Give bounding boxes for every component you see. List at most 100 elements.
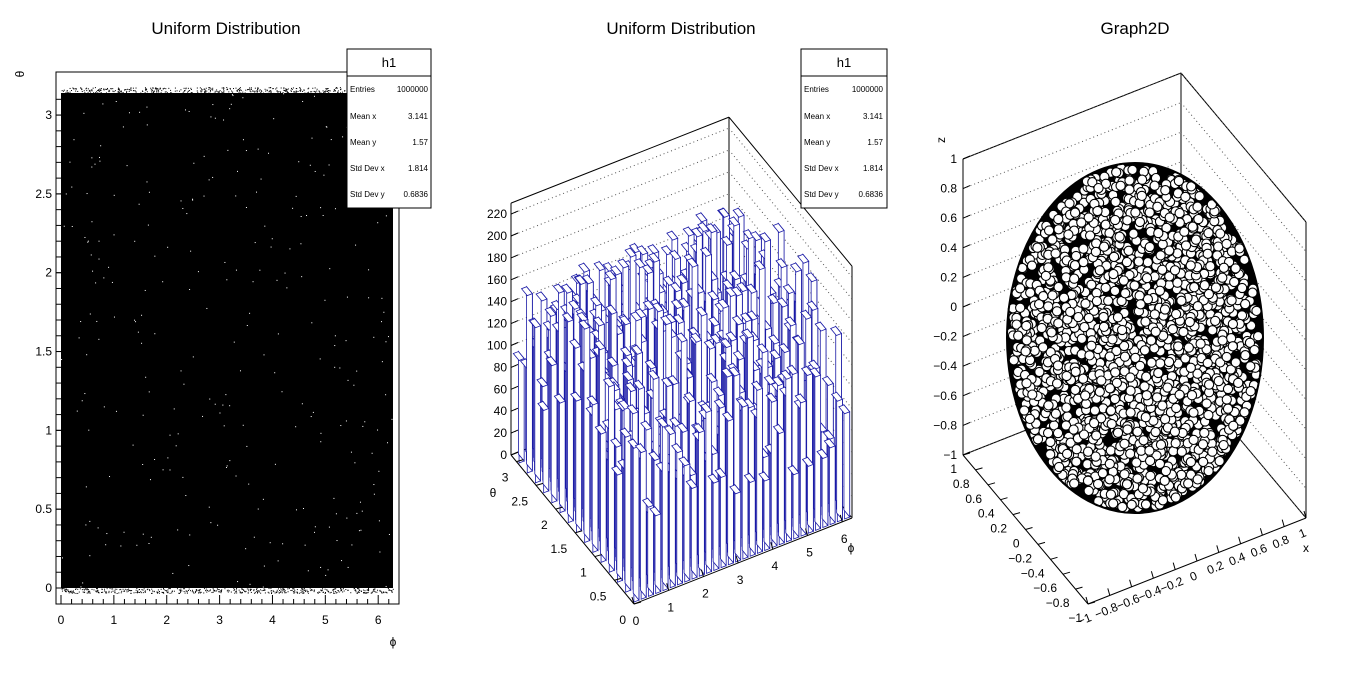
- scatter-point: [99, 91, 100, 92]
- scatter-point: [112, 91, 113, 92]
- scatter-gap: [326, 127, 327, 128]
- bar-top: [719, 208, 730, 217]
- scatter-gap: [185, 109, 186, 110]
- scatter-point: [223, 89, 224, 90]
- scatter-point: [172, 93, 173, 94]
- scatter-point: [111, 592, 112, 593]
- scatter-gap: [311, 138, 312, 139]
- scatter-point: [121, 592, 122, 593]
- scatter-point: [287, 92, 288, 93]
- scatter-point: [172, 591, 173, 592]
- scatter-point: [325, 592, 326, 593]
- scatter-gap: [256, 192, 257, 193]
- scatter-point: [286, 91, 287, 92]
- scatter-point: [245, 90, 246, 91]
- scatter-point: [200, 90, 201, 91]
- scatter-point: [84, 589, 85, 590]
- scatter-point: [269, 87, 270, 88]
- scatter-gap: [210, 116, 211, 117]
- scatter-gap: [64, 226, 65, 227]
- scatter-point: [106, 89, 107, 90]
- x-tick-label: 0: [633, 614, 640, 628]
- scatter-point: [268, 592, 269, 593]
- graph-marker: [1252, 306, 1261, 315]
- scatter-gap: [356, 371, 357, 372]
- y-tick-label: 0: [45, 581, 52, 595]
- scatter-point: [86, 90, 87, 91]
- scatter-point: [341, 589, 342, 590]
- scatter-point: [67, 90, 68, 91]
- bar-top: [513, 352, 524, 361]
- bar-side: [617, 466, 623, 580]
- graph-marker: [1051, 409, 1060, 418]
- bar-side: [808, 457, 814, 531]
- z-tick-label: 120: [487, 317, 507, 331]
- scatter-point: [214, 591, 215, 592]
- bar-side: [699, 424, 705, 574]
- scatter-gap: [147, 124, 148, 125]
- scatter-gap: [310, 165, 311, 166]
- x-tick-label: 4: [772, 559, 779, 573]
- bar-side: [764, 472, 770, 548]
- scatter-point: [306, 590, 307, 591]
- scatter-point: [322, 588, 323, 589]
- scatter-point: [256, 591, 257, 592]
- scatter-point: [188, 88, 189, 89]
- scatter-gap: [178, 433, 179, 434]
- scatter-gap: [154, 333, 155, 334]
- stats-label: Mean y: [350, 138, 376, 147]
- scatter-point: [325, 589, 326, 590]
- scatter-gap: [127, 165, 128, 166]
- scatter-gap: [314, 532, 315, 533]
- scatter-point: [358, 591, 359, 592]
- scatter-point: [130, 88, 131, 89]
- scatter-point: [357, 592, 358, 593]
- scatter-point: [213, 592, 214, 593]
- bar-top: [536, 292, 547, 301]
- scatter-point: [141, 592, 142, 593]
- scatter-point: [311, 91, 312, 92]
- scatter-point: [163, 88, 164, 89]
- graph-markers: [1007, 163, 1263, 513]
- scatter-point: [156, 90, 157, 91]
- scatter-point: [222, 92, 223, 93]
- scatter-point: [71, 592, 72, 593]
- scatter-gap: [209, 179, 210, 180]
- scatter-point: [205, 90, 206, 91]
- y-tick-label: 1.5: [35, 345, 52, 359]
- scatter-point: [222, 88, 223, 89]
- scatter-point: [314, 591, 315, 592]
- graph-marker: [1077, 334, 1086, 343]
- scatter-gap: [346, 340, 347, 341]
- scatter-point: [145, 89, 146, 90]
- bar-top: [798, 254, 809, 263]
- scatter-point: [296, 91, 297, 92]
- scatter-point: [268, 91, 269, 92]
- graph-marker: [1129, 229, 1138, 238]
- scatter-gap: [300, 243, 301, 244]
- scatter-gap: [215, 118, 216, 119]
- scatter-point: [344, 91, 345, 92]
- scatter-point: [335, 588, 336, 589]
- scatter-point: [105, 89, 106, 90]
- scatter-point: [277, 590, 278, 591]
- scatter-point: [136, 590, 137, 591]
- scatter-gap: [193, 163, 194, 164]
- scatter-point: [312, 590, 313, 591]
- scatter-point: [205, 92, 206, 93]
- scatter-point: [191, 92, 192, 93]
- x-tick-label: 4: [269, 613, 276, 627]
- bar-top: [594, 262, 605, 271]
- scatter-gap: [271, 247, 272, 248]
- scatter-gap: [264, 354, 265, 355]
- bar-side: [640, 444, 646, 597]
- scatter-point: [226, 87, 227, 88]
- scatter-point: [70, 88, 71, 89]
- graph-marker: [1156, 251, 1165, 260]
- scatter-gap: [351, 452, 352, 453]
- bar-top: [773, 224, 784, 233]
- z-tick-label: 220: [487, 207, 507, 221]
- scatter-gap: [389, 534, 390, 535]
- scatter-gap: [151, 537, 152, 538]
- graph-marker: [1135, 217, 1144, 226]
